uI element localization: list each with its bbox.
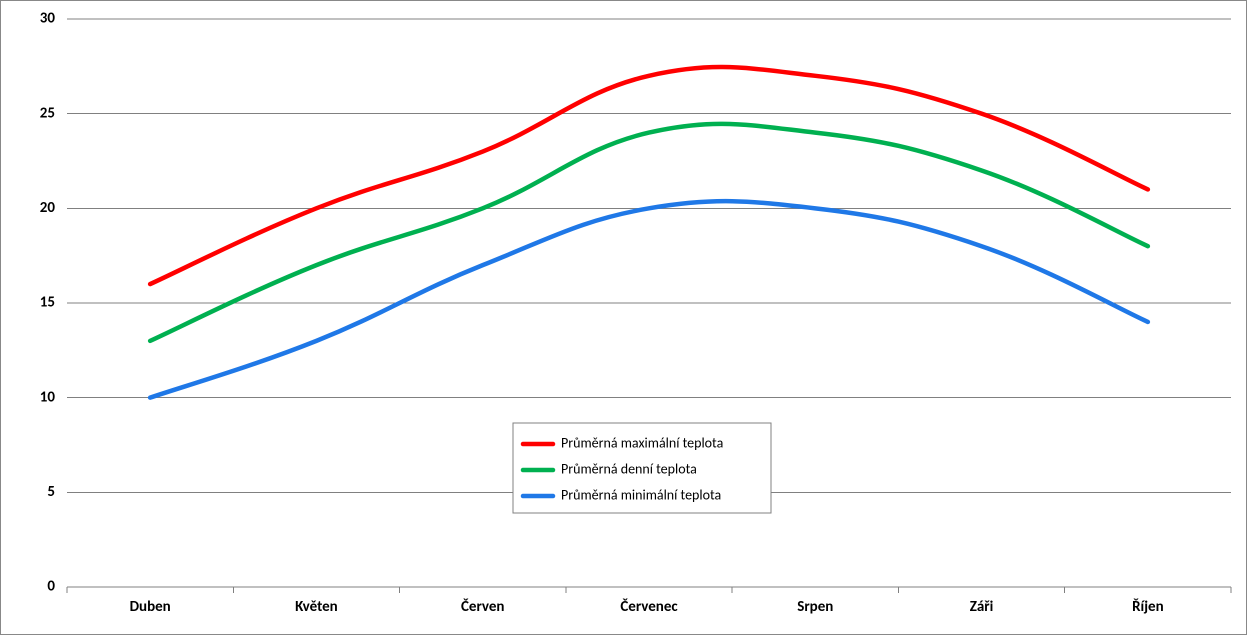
y-tick-label: 30 xyxy=(40,10,56,28)
x-tick-label: Srpen xyxy=(797,598,833,616)
x-tick-label: Říjen xyxy=(1132,597,1164,616)
y-tick-label: 20 xyxy=(40,199,56,217)
y-tick-label: 25 xyxy=(40,104,55,122)
legend-label: Průměrná denní teplota xyxy=(561,460,697,477)
x-tick-label: Červen xyxy=(461,597,505,616)
x-tick-label: Červenec xyxy=(620,597,678,616)
x-tick-label: Záři xyxy=(970,598,994,616)
chart-container: 0 5 10 15 20 25 30 Duben Květen Červen Červenec Srp… xyxy=(0,0,1247,635)
y-tick-label: 0 xyxy=(47,578,55,596)
legend-label: Průměrná maximální teplota xyxy=(561,434,723,451)
x-tick-label: Duben xyxy=(130,598,171,616)
y-tick-label: 10 xyxy=(40,388,56,406)
y-tick-label: 5 xyxy=(47,483,55,501)
legend-label: Průměrná minimální teplota xyxy=(561,486,721,503)
x-tick-label: Květen xyxy=(295,598,338,616)
line-chart: 0 5 10 15 20 25 30 Duben Květen Červen Červenec Srp… xyxy=(1,1,1247,636)
y-tick-label: 15 xyxy=(40,294,55,312)
